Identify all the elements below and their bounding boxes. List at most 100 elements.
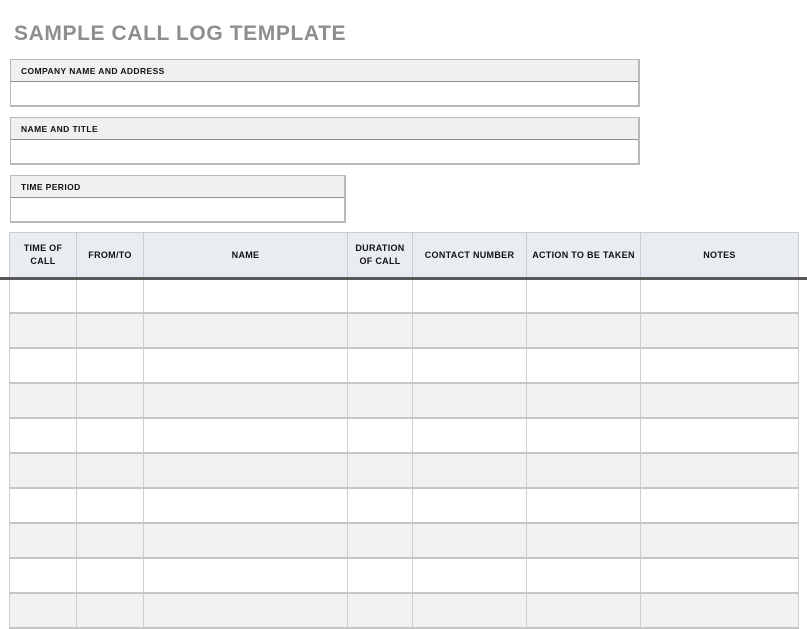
table-row — [9, 347, 799, 384]
table-cell[interactable] — [143, 347, 348, 384]
column-header: NAME — [143, 232, 348, 278]
table-cell[interactable] — [347, 522, 413, 559]
table-cell[interactable] — [76, 382, 144, 419]
table-body — [9, 277, 799, 629]
table-cell[interactable] — [76, 312, 144, 349]
table-cell[interactable] — [143, 557, 348, 594]
table-cell[interactable] — [640, 522, 799, 559]
table-cell[interactable] — [76, 347, 144, 384]
table-cell[interactable] — [526, 522, 641, 559]
table-cell[interactable] — [526, 347, 641, 384]
table-cell[interactable] — [76, 277, 144, 314]
table-cell[interactable] — [347, 347, 413, 384]
table-cell[interactable] — [412, 417, 527, 454]
table-row — [9, 312, 799, 349]
table-row — [9, 417, 799, 454]
table-cell[interactable] — [412, 277, 527, 314]
table-cell[interactable] — [9, 277, 77, 314]
table-cell[interactable] — [412, 557, 527, 594]
table-row — [9, 382, 799, 419]
table-cell[interactable] — [526, 487, 641, 524]
table-header-row: TIME OF CALL FROM/TO NAME DURATION OF CALL C… — [9, 232, 799, 278]
section-name-and-title: NAME AND TITLE — [10, 117, 640, 165]
table-cell[interactable] — [412, 312, 527, 349]
table-cell[interactable] — [143, 312, 348, 349]
table-cell[interactable] — [76, 557, 144, 594]
table-cell[interactable] — [9, 487, 77, 524]
table-cell[interactable] — [640, 592, 799, 629]
table-cell[interactable] — [526, 312, 641, 349]
table-cell[interactable] — [9, 592, 77, 629]
column-header: ACTION TO BE TAKEN — [526, 232, 641, 278]
table-cell[interactable] — [526, 592, 641, 629]
table-cell[interactable] — [640, 487, 799, 524]
table-row — [9, 592, 799, 629]
table-cell[interactable] — [526, 557, 641, 594]
table-cell[interactable] — [412, 592, 527, 629]
table-cell[interactable] — [347, 312, 413, 349]
table-cell[interactable] — [412, 347, 527, 384]
table-cell[interactable] — [640, 452, 799, 489]
table-cell[interactable] — [347, 277, 413, 314]
section-label-time-period: TIME PERIOD — [11, 176, 344, 198]
table-cell[interactable] — [347, 487, 413, 524]
table-cell[interactable] — [526, 382, 641, 419]
table-cell[interactable] — [9, 417, 77, 454]
table-cell[interactable] — [640, 312, 799, 349]
table-cell[interactable] — [9, 557, 77, 594]
table-cell[interactable] — [143, 277, 348, 314]
table-cell[interactable] — [640, 347, 799, 384]
column-header: FROM/TO — [76, 232, 144, 278]
table-row — [9, 277, 799, 314]
table-cell[interactable] — [9, 347, 77, 384]
table-cell[interactable] — [143, 452, 348, 489]
table-row — [9, 522, 799, 559]
table-cell[interactable] — [640, 277, 799, 314]
table-row — [9, 487, 799, 524]
table-cell[interactable] — [526, 417, 641, 454]
column-header: CONTACT NUMBER — [412, 232, 527, 278]
section-time-period: TIME PERIOD — [10, 175, 346, 223]
column-header: TIME OF CALL — [9, 232, 77, 278]
table-cell[interactable] — [9, 312, 77, 349]
table-cell[interactable] — [412, 382, 527, 419]
time-period-input[interactable] — [11, 198, 344, 221]
call-log-table: TIME OF CALL FROM/TO NAME DURATION OF CALL C… — [9, 232, 799, 629]
table-cell[interactable] — [412, 522, 527, 559]
table-cell[interactable] — [347, 417, 413, 454]
table-cell[interactable] — [76, 452, 144, 489]
table-cell[interactable] — [640, 382, 799, 419]
header-heavy-rule — [0, 277, 807, 280]
table-cell[interactable] — [347, 382, 413, 419]
table-row — [9, 557, 799, 594]
section-label-company: COMPANY NAME AND ADDRESS — [11, 60, 638, 82]
table-cell[interactable] — [347, 592, 413, 629]
table-cell[interactable] — [143, 522, 348, 559]
table-cell[interactable] — [526, 277, 641, 314]
table-cell[interactable] — [526, 452, 641, 489]
table-cell[interactable] — [347, 557, 413, 594]
table-cell[interactable] — [412, 452, 527, 489]
table-cell[interactable] — [143, 592, 348, 629]
table-cell[interactable] — [143, 382, 348, 419]
table-cell[interactable] — [9, 452, 77, 489]
table-cell[interactable] — [143, 417, 348, 454]
name-and-title-input[interactable] — [11, 140, 638, 163]
column-header: NOTES — [640, 232, 799, 278]
table-cell[interactable] — [640, 557, 799, 594]
table-cell[interactable] — [9, 382, 77, 419]
table-cell[interactable] — [76, 592, 144, 629]
table-cell[interactable] — [412, 487, 527, 524]
table-cell[interactable] — [9, 522, 77, 559]
table-row — [9, 452, 799, 489]
table-cell[interactable] — [76, 487, 144, 524]
table-cell[interactable] — [76, 417, 144, 454]
company-name-address-input[interactable] — [11, 82, 638, 105]
table-cell[interactable] — [76, 522, 144, 559]
table-cell[interactable] — [347, 452, 413, 489]
table-cell[interactable] — [143, 487, 348, 524]
table-cell[interactable] — [640, 417, 799, 454]
section-label-name-title: NAME AND TITLE — [11, 118, 638, 140]
column-header: DURATION OF CALL — [347, 232, 413, 278]
